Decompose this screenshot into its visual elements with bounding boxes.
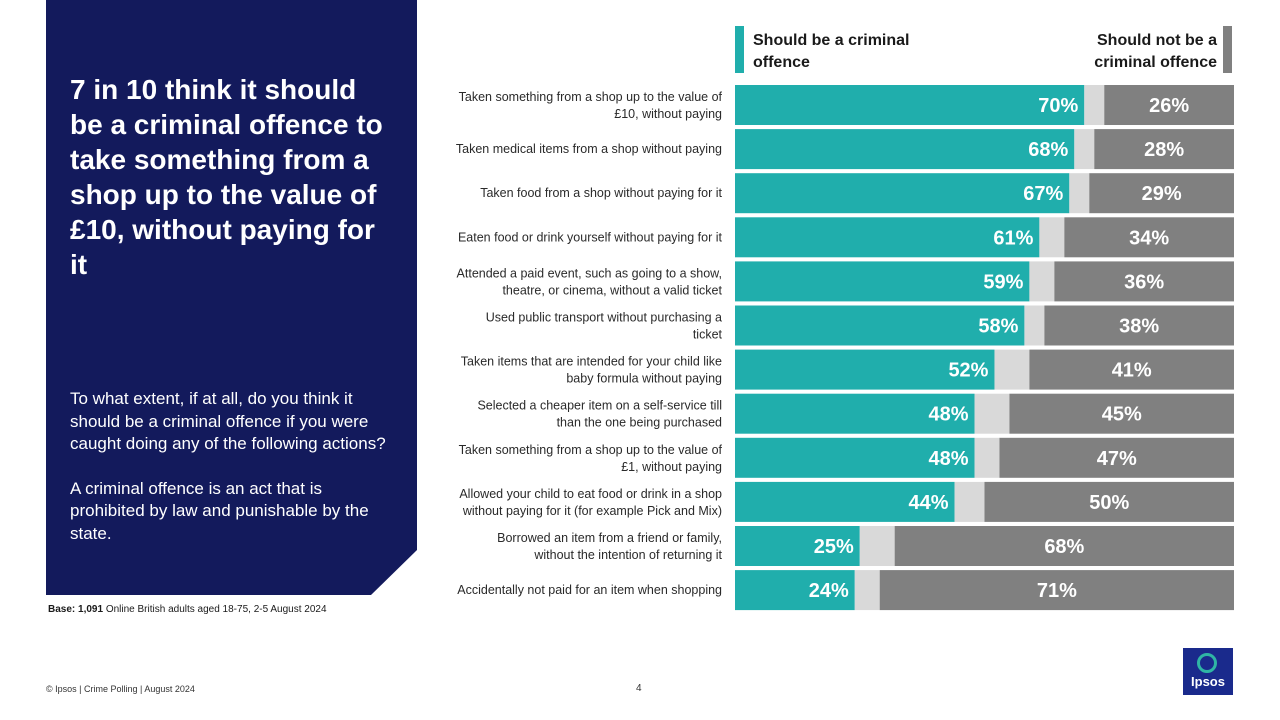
value-label-should-not: 36%: [1124, 271, 1164, 293]
bar-should-not: [984, 481, 1234, 522]
bar-neutral: [1029, 261, 1055, 302]
category-label: Used public transport without purchasing…: [486, 311, 722, 325]
value-label-should-not: 28%: [1144, 139, 1184, 161]
category-label: Allowed your child to eat food or drink …: [459, 487, 722, 501]
value-label-should-not: 41%: [1112, 360, 1152, 382]
page-number: 4: [636, 683, 642, 694]
bar-should-not: [1089, 173, 1234, 214]
bar-neutral: [974, 393, 1010, 434]
bar-neutral: [1084, 85, 1105, 125]
legend-swatch-should: [735, 26, 744, 73]
value-label-should: 52%: [948, 360, 988, 382]
value-label-should: 59%: [983, 271, 1023, 293]
category-label: Selected a cheaper item on a self-servic…: [477, 399, 722, 413]
bar-should-not: [1094, 129, 1234, 170]
value-label-should-not: 38%: [1119, 316, 1159, 338]
bar-neutral: [954, 481, 985, 522]
value-label-should-not: 34%: [1129, 227, 1169, 249]
bar-should: [735, 129, 1075, 170]
bar-should: [735, 261, 1030, 302]
value-label-should-not: 45%: [1102, 404, 1142, 426]
bar-neutral: [1024, 305, 1045, 346]
base-label: Base: 1,091: [48, 604, 104, 615]
value-label-should: 61%: [993, 227, 1033, 249]
bar-should: [735, 393, 975, 434]
value-label-should: 70%: [1038, 95, 1078, 117]
legend-swatch-should-not: [1223, 26, 1232, 73]
category-label: £10, without paying: [614, 107, 722, 121]
legend-label-should: Should be a criminal offence: [753, 32, 910, 71]
category-label: Attended a paid event, such as going to …: [457, 266, 722, 280]
bar-neutral: [1039, 217, 1065, 258]
value-label-should: 67%: [1023, 183, 1063, 205]
bar-neutral: [1069, 173, 1090, 214]
category-label: Taken something from a shop up to the va…: [459, 90, 723, 104]
bar-should-not: [1029, 349, 1234, 390]
value-label-should: 25%: [814, 536, 854, 558]
ipsos-logo: Ipsos: [1183, 648, 1233, 695]
bar-should: [735, 305, 1025, 346]
bar-should: [735, 570, 855, 611]
bar-should: [735, 481, 955, 522]
category-label: Taken medical items from a shop without …: [456, 142, 722, 156]
category-label: theatre, or cinema, without a valid tick…: [502, 283, 722, 297]
category-label: without the intention of returning it: [533, 548, 722, 562]
legend-label-should-not: Should not be a criminal offence: [1094, 32, 1217, 71]
bar-should-not: [1064, 217, 1234, 258]
value-label-should: 68%: [1028, 139, 1068, 161]
category-label: Eaten food or drink yourself without pay…: [458, 230, 723, 244]
value-label-should-not: 68%: [1044, 536, 1084, 558]
bar-neutral: [974, 437, 1000, 478]
category-label: than the one being purchased: [557, 416, 722, 430]
category-label: baby formula without paying: [566, 372, 722, 386]
bar-should: [735, 85, 1085, 125]
bar-should: [735, 217, 1040, 258]
question-line-2: A criminal offence is an act that is pro…: [70, 478, 369, 543]
value-label-should-not: 47%: [1097, 448, 1137, 470]
question-line-1: To what extent, if at all, do you think …: [70, 389, 386, 453]
bar-should: [735, 173, 1070, 214]
value-label-should: 48%: [928, 448, 968, 470]
question-text: To what extent, if at all, do you think …: [70, 388, 400, 567]
bar-neutral: [1074, 129, 1095, 170]
category-label: Borrowed an item from a friend or family…: [497, 531, 722, 545]
bar-should-not: [1044, 305, 1234, 346]
value-label-should-not: 50%: [1089, 492, 1129, 514]
base-text: Online British adults aged 18-75, 2-5 Au…: [103, 604, 327, 615]
category-label: Taken food from a shop without paying fo…: [480, 186, 722, 200]
category-label: ticket: [693, 328, 723, 342]
bar-should-not: [879, 570, 1234, 611]
footer-copyright: © Ipsos | Crime Polling | August 2024: [46, 684, 195, 694]
bar-should-not: [1009, 393, 1234, 434]
bar-neutral: [854, 570, 880, 611]
bar-should-not: [999, 437, 1234, 478]
category-label: Taken items that are intended for your c…: [461, 355, 722, 369]
value-label-should-not: 29%: [1142, 183, 1182, 205]
value-label-should: 24%: [809, 580, 849, 602]
bar-should: [735, 349, 995, 390]
bar-should: [735, 526, 860, 566]
logo-text: Ipsos: [1191, 674, 1225, 689]
bar-should-not: [1054, 261, 1234, 302]
category-label: £1, without paying: [621, 460, 722, 474]
value-label-should: 48%: [928, 404, 968, 426]
value-label-should-not: 71%: [1037, 580, 1077, 602]
bar-should: [735, 437, 975, 478]
value-label-should: 58%: [978, 316, 1018, 338]
category-label: Accidentally not paid for an item when s…: [457, 583, 722, 597]
left-panel: 7 in 10 think it should be a criminal of…: [46, 0, 417, 595]
bar-should-not: [1104, 85, 1234, 125]
value-label-should-not: 26%: [1149, 95, 1189, 117]
base-note: Base: 1,091 Online British adults aged 1…: [48, 604, 327, 615]
logo-mark-icon: [1197, 653, 1217, 673]
bar-neutral: [859, 526, 895, 566]
value-label-should: 44%: [909, 492, 949, 514]
bar-neutral: [994, 349, 1030, 390]
headline: 7 in 10 think it should be a criminal of…: [70, 74, 383, 280]
category-label: without paying for it (for example Pick …: [462, 504, 722, 518]
category-label: Taken something from a shop up to the va…: [459, 443, 723, 457]
bar-should-not: [894, 526, 1234, 566]
